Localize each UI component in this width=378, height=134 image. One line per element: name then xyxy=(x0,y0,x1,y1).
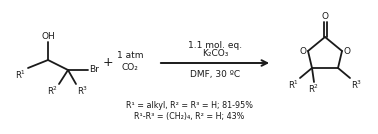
Text: O: O xyxy=(322,12,328,21)
Text: R$^2$: R$^2$ xyxy=(47,85,58,97)
Text: 1 atm: 1 atm xyxy=(117,51,143,60)
Text: O: O xyxy=(299,46,306,55)
Text: CO₂: CO₂ xyxy=(122,62,138,72)
Text: 1.1 mol. eq.: 1.1 mol. eq. xyxy=(188,40,242,49)
Text: R$^1$: R$^1$ xyxy=(288,79,299,91)
Text: Br: Br xyxy=(89,66,99,75)
Text: O: O xyxy=(344,46,351,55)
Text: R$^2$: R$^2$ xyxy=(308,83,319,95)
Text: DMF, 30 ºC: DMF, 30 ºC xyxy=(190,70,240,79)
Text: R$^3$: R$^3$ xyxy=(77,85,88,97)
Text: R¹-R³ = (CH₂)₄, R² = H; 43%: R¹-R³ = (CH₂)₄, R² = H; 43% xyxy=(134,113,244,122)
Text: R$^1$: R$^1$ xyxy=(15,69,26,81)
Text: +: + xyxy=(103,57,113,70)
Text: R¹ = alkyl, R² = R³ = H; 81-95%: R¹ = alkyl, R² = R³ = H; 81-95% xyxy=(125,101,253,111)
Text: OH: OH xyxy=(41,32,55,41)
Text: R$^3$: R$^3$ xyxy=(351,79,362,91)
Text: K₂CO₃: K₂CO₃ xyxy=(202,49,228,59)
